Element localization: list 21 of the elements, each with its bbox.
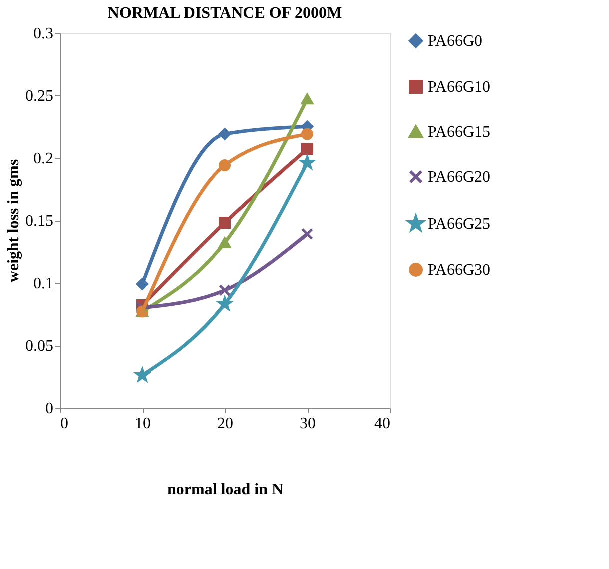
x-tick-label: 0 [60, 416, 68, 432]
x-tick-label: 20 [218, 416, 234, 432]
x-tick-label: 10 [135, 416, 151, 432]
y-tick-label: 0.15 [26, 213, 54, 230]
y-tick-label: 0 [46, 400, 54, 418]
legend-label: PA66G25 [428, 216, 491, 233]
x-tick-label: 40 [374, 416, 390, 432]
y-tick-label: 0.05 [26, 338, 54, 355]
y-tick-label: 0.25 [26, 88, 54, 105]
y-tick-label: 0.1 [34, 276, 54, 292]
legend-label: PA66G15 [428, 124, 491, 141]
legend-label: PA66G30 [428, 262, 491, 279]
y-axis-title: weight loss in gms [6, 159, 22, 283]
x-tick-label: 30 [300, 416, 316, 432]
legend-label: PA66G20 [428, 169, 491, 186]
y-tick-label: 0.2 [34, 150, 54, 168]
y-tick-label: 0.3 [34, 26, 54, 42]
chart-title: NORMAL DISTANCE OF 2000M [108, 5, 342, 22]
x-axis-title: normal load in N [167, 482, 284, 498]
legend-label: PA66G10 [428, 79, 491, 96]
legend-label: PA66G0 [428, 33, 483, 50]
